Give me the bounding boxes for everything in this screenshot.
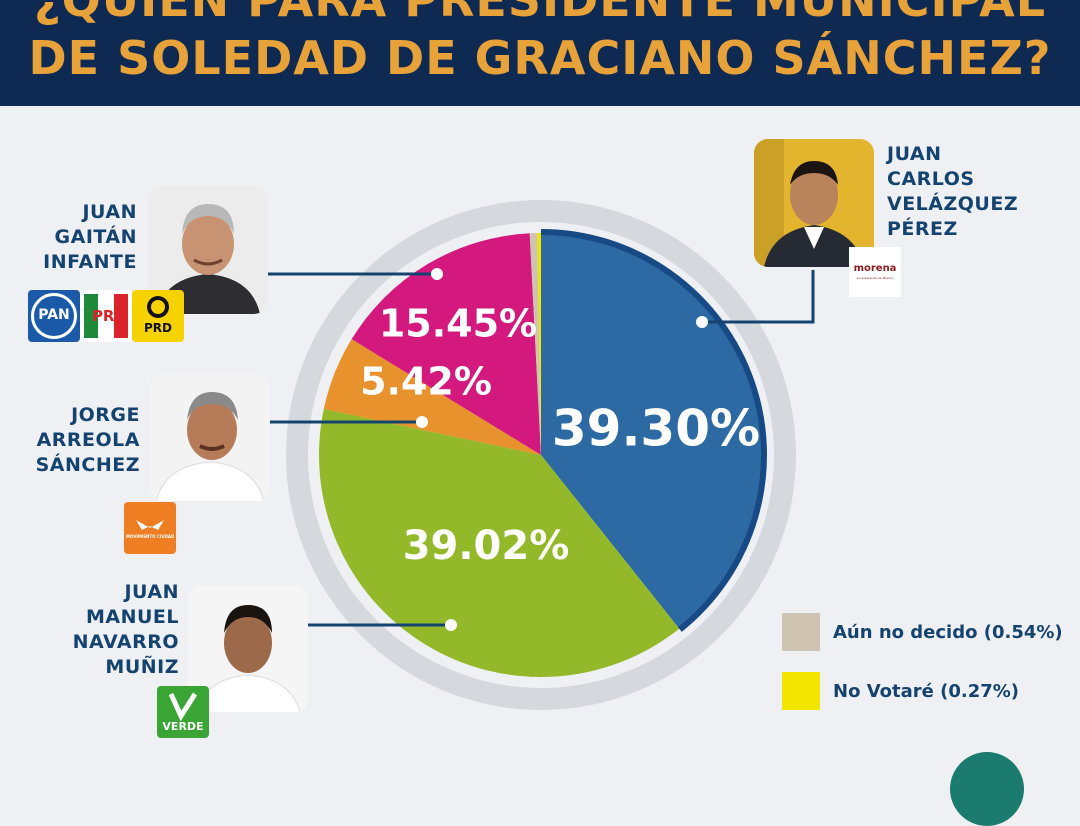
- pie-chart: 39.30% 39.02% 5.42% 15.45%: [268, 200, 815, 710]
- slice-navarro: [319, 409, 680, 678]
- prd-logo: PRD: [132, 290, 184, 342]
- photo-arreola: [150, 374, 270, 502]
- slice-arreola: [323, 339, 541, 455]
- verde-logo: VERDE: [157, 686, 209, 738]
- pan-logo: PAN: [28, 290, 80, 342]
- page-title-line-2: DE SOLEDAD DE GRACIANO SÁNCHEZ?: [28, 31, 1052, 85]
- connector-dot-navarro: [445, 619, 457, 631]
- data-label-arreola: 5.42%: [360, 360, 492, 404]
- connector-dot-arreola: [416, 416, 428, 428]
- connector-lines: [268, 268, 815, 631]
- movimiento-ciudadano-logo: MOVIMIENTO CIUDADANO: [124, 502, 176, 554]
- morena-logo: morena La esperanza de México: [849, 247, 901, 297]
- data-label-navarro: 39.02%: [403, 523, 570, 569]
- data-label-gaitan: 15.45%: [379, 302, 537, 346]
- header-banner: ¿QUIÉN PARA PRESIDENTE MUNICIPAL DE SOLE…: [0, 0, 1080, 106]
- pollster-logo: [950, 752, 1024, 826]
- name-gaitan: JUAN GAITÁN INFANTE: [43, 201, 137, 273]
- slice-velazquez: [541, 233, 764, 629]
- legend-label-undecided: Aún no decido (0.54%): [833, 622, 1063, 643]
- name-navarro: JUAN MANUEL NAVARRO MUÑIZ: [72, 581, 179, 678]
- slice-gaitan: [351, 233, 541, 455]
- pri-logo: PRI: [80, 290, 132, 342]
- page-title-line-1: ¿QUIÉN PARA PRESIDENTE MUNICIPAL: [33, 0, 1047, 27]
- data-label-velazquez: 39.30%: [552, 400, 760, 458]
- legend-swatch-will-not-vote: [782, 672, 820, 710]
- name-velazquez: JUAN CARLOS VELÁZQUEZ PÉREZ: [887, 143, 1019, 240]
- legend-label-will-not-vote: No Votaré (0.27%): [833, 681, 1020, 702]
- photo-velazquez: [754, 139, 874, 267]
- slice-undecided: [529, 233, 541, 455]
- slice-velazquez-accent: [540, 229, 767, 632]
- connector-dot-velazquez: [696, 316, 708, 328]
- name-arreola: JORGE ARREOLA SÁNCHEZ: [35, 404, 140, 476]
- legend-swatch-undecided: [782, 613, 820, 651]
- connector-dot-gaitan: [431, 268, 443, 280]
- connector-velazquez: [702, 270, 815, 324]
- slice-will-not-vote: [537, 233, 541, 455]
